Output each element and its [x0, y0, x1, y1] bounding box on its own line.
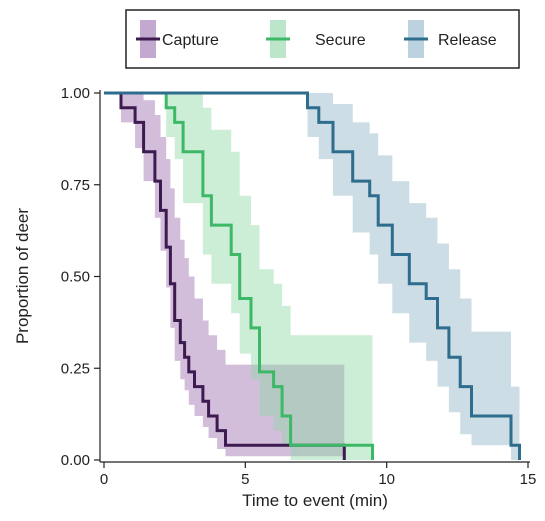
legend-label-capture: Capture — [162, 32, 219, 49]
ticks: 0 5 10 15 0.00 0.25 0.50 0.75 1.00 — [61, 85, 537, 488]
legend-box — [125, 9, 520, 69]
y-tick-label-0: 0.00 — [61, 452, 90, 469]
band-capture — [104, 93, 345, 460]
legend-label-release: Release — [438, 32, 497, 49]
legend-label-secure: Secure — [315, 32, 366, 49]
x-tick-label-0: 0 — [100, 471, 108, 488]
x-axis-title: Time to event (min) — [242, 491, 388, 510]
y-tick-label-2: 0.50 — [61, 269, 90, 286]
x-tick-label-1: 5 — [241, 471, 249, 488]
x-tick-label-3: 15 — [520, 471, 537, 488]
x-tick-label-2: 10 — [378, 471, 395, 488]
band-release — [104, 93, 520, 460]
legend: Capture Secure Release — [125, 9, 520, 69]
y-tick-label-1: 0.25 — [61, 360, 90, 377]
series-lines — [104, 91, 521, 460]
y-tick-label-3: 0.75 — [61, 177, 90, 194]
series-line-secure — [104, 91, 374, 460]
y-tick-label-4: 1.00 — [61, 85, 90, 102]
y-axis-title: Proportion of deer — [13, 208, 32, 344]
series-line-release — [104, 91, 521, 460]
confidence-bands — [104, 93, 520, 460]
series-line-capture — [104, 91, 346, 460]
